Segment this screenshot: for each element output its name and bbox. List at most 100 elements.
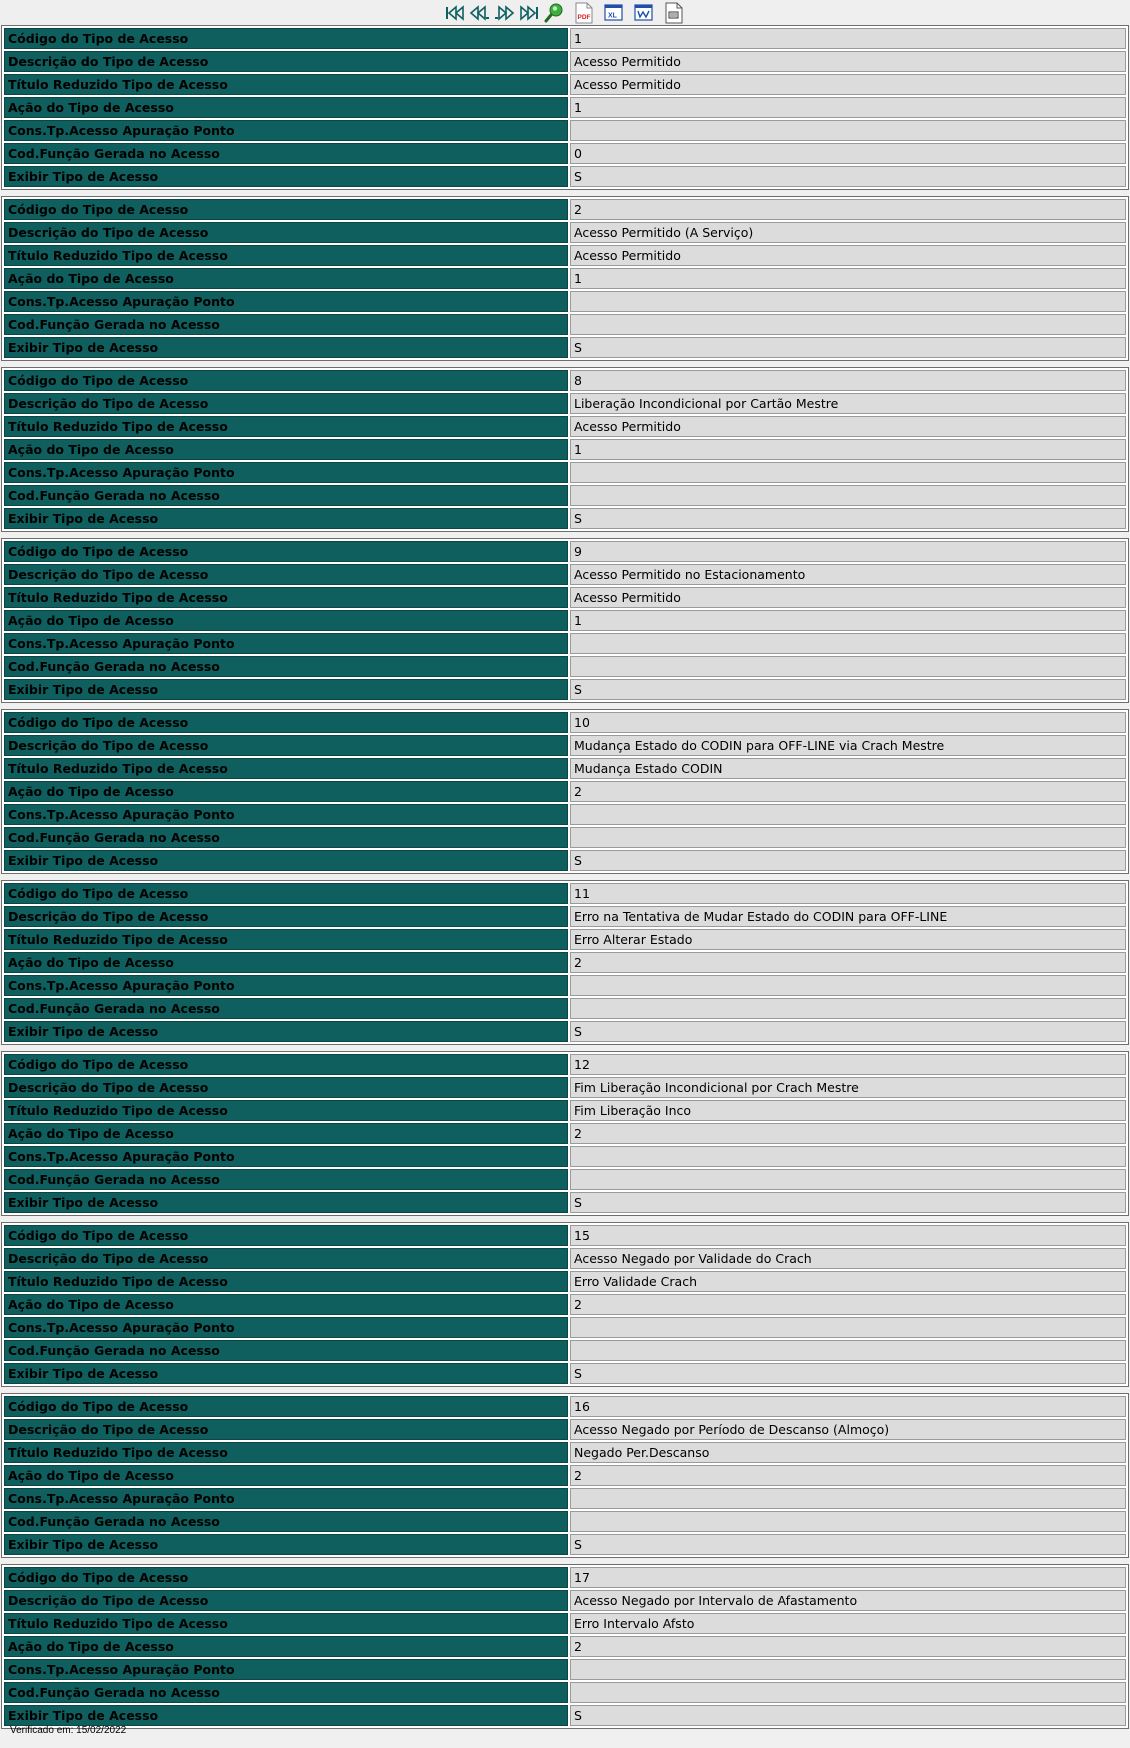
record-row-descricao: Descrição do Tipo de Acesso Fim Liberação…	[4, 1077, 1126, 1098]
print-button[interactable]	[663, 2, 685, 24]
record-row-cons: Cons.Tp.Acesso Apuração Ponto	[4, 120, 1126, 141]
record-table: Código do Tipo de Acesso 17 Descrição do T…	[1, 1564, 1129, 1729]
pdf-export-button[interactable]: PDF	[573, 2, 595, 24]
field-label: Descrição do Tipo de Acesso	[4, 735, 568, 756]
field-value: Fim Liberação Incondicional por Crach Me…	[570, 1077, 1126, 1098]
record-row-cod-funcao: Cod.Função Gerada no Acesso	[4, 1511, 1126, 1532]
record-row-descricao: Descrição do Tipo de Acesso Acesso Permit…	[4, 564, 1126, 585]
record-row-codigo: Código do Tipo de Acesso 2	[4, 199, 1126, 220]
field-value: Acesso Negado por Validade do Crach	[570, 1248, 1126, 1269]
field-value: 12	[570, 1054, 1126, 1075]
field-label: Código do Tipo de Acesso	[4, 370, 568, 391]
record-row-cons: Cons.Tp.Acesso Apuração Ponto	[4, 1317, 1126, 1338]
field-value: Acesso Permitido	[570, 587, 1126, 608]
field-label: Cons.Tp.Acesso Apuração Ponto	[4, 291, 568, 312]
record-row-titulo: Título Reduzido Tipo de Acesso Mudança Es…	[4, 758, 1126, 779]
field-label: Cod.Função Gerada no Acesso	[4, 998, 568, 1019]
record-row-acao: Ação do Tipo de Acesso 1	[4, 439, 1126, 460]
field-value: Acesso Permitido (A Serviço)	[570, 222, 1126, 243]
record-row-exibir: Exibir Tipo de Acesso S	[4, 1192, 1126, 1213]
record-row-cons: Cons.Tp.Acesso Apuração Ponto	[4, 1146, 1126, 1167]
field-label: Código do Tipo de Acesso	[4, 1567, 568, 1588]
field-value: Acesso Negado por Período de Descanso (A…	[570, 1419, 1126, 1440]
field-label: Descrição do Tipo de Acesso	[4, 1248, 568, 1269]
field-label: Exibir Tipo de Acesso	[4, 1705, 568, 1726]
field-label: Código do Tipo de Acesso	[4, 712, 568, 733]
field-value: 15	[570, 1225, 1126, 1246]
field-label: Cod.Função Gerada no Acesso	[4, 1340, 568, 1361]
previous-record-button[interactable]	[469, 4, 491, 22]
field-value	[570, 1488, 1126, 1509]
record-table: Código do Tipo de Acesso 2 Descrição do Ti…	[1, 196, 1129, 361]
field-label: Ação do Tipo de Acesso	[4, 439, 568, 460]
field-value: 1	[570, 28, 1126, 49]
record-row-titulo: Título Reduzido Tipo de Acesso Fim Libera…	[4, 1100, 1126, 1121]
excel-export-button[interactable]: XL	[603, 2, 625, 24]
field-value: Acesso Permitido	[570, 74, 1126, 95]
record-row-exibir: Exibir Tipo de Acesso S	[4, 337, 1126, 358]
field-value: S	[570, 508, 1126, 529]
record-row-titulo: Título Reduzido Tipo de Acesso Erro Alter…	[4, 929, 1126, 950]
field-label: Exibir Tipo de Acesso	[4, 1534, 568, 1555]
excel-export-icon: XL	[604, 4, 623, 21]
field-label: Código do Tipo de Acesso	[4, 1225, 568, 1246]
pdf-export-icon: PDF	[575, 2, 593, 24]
record-row-acao: Ação do Tipo de Acesso 2	[4, 952, 1126, 973]
last-record-button[interactable]	[517, 4, 539, 22]
record-row-titulo: Título Reduzido Tipo de Acesso Acesso Per…	[4, 74, 1126, 95]
field-label: Cod.Função Gerada no Acesso	[4, 1511, 568, 1532]
first-record-button[interactable]	[445, 4, 467, 22]
field-label: Código do Tipo de Acesso	[4, 28, 568, 49]
field-value: 1	[570, 97, 1126, 118]
field-value: Acesso Permitido no Estacionamento	[570, 564, 1126, 585]
record-row-exibir: Exibir Tipo de Acesso S	[4, 508, 1126, 529]
field-label: Código do Tipo de Acesso	[4, 199, 568, 220]
field-value: S	[570, 1534, 1126, 1555]
field-value	[570, 656, 1126, 677]
record-row-cod-funcao: Cod.Função Gerada no Acesso 0	[4, 143, 1126, 164]
field-value: Erro Alterar Estado	[570, 929, 1126, 950]
word-export-button[interactable]	[633, 2, 655, 24]
field-label: Ação do Tipo de Acesso	[4, 1294, 568, 1315]
field-label: Título Reduzido Tipo de Acesso	[4, 1442, 568, 1463]
field-value: S	[570, 850, 1126, 871]
record-row-codigo: Código do Tipo de Acesso 10	[4, 712, 1126, 733]
record-row-cons: Cons.Tp.Acesso Apuração Ponto	[4, 804, 1126, 825]
record-row-codigo: Código do Tipo de Acesso 1	[4, 28, 1126, 49]
record-row-cod-funcao: Cod.Função Gerada no Acesso	[4, 656, 1126, 677]
field-label: Ação do Tipo de Acesso	[4, 97, 568, 118]
record-row-descricao: Descrição do Tipo de Acesso Liberação Inc…	[4, 393, 1126, 414]
search-button[interactable]	[543, 2, 565, 24]
record-row-cons: Cons.Tp.Acesso Apuração Ponto	[4, 1659, 1126, 1680]
field-label: Ação do Tipo de Acesso	[4, 1123, 568, 1144]
record-row-titulo: Título Reduzido Tipo de Acesso Acesso Per…	[4, 416, 1126, 437]
field-value: Fim Liberação Inco	[570, 1100, 1126, 1121]
record-row-acao: Ação do Tipo de Acesso 2	[4, 1465, 1126, 1486]
svg-text:PDF: PDF	[578, 14, 591, 21]
field-value: 11	[570, 883, 1126, 904]
field-value	[570, 120, 1126, 141]
record-table: Código do Tipo de Acesso 9 Descrição do Ti…	[1, 538, 1129, 703]
field-value	[570, 975, 1126, 996]
record-row-exibir: Exibir Tipo de Acesso S	[4, 1705, 1126, 1726]
record-row-codigo: Código do Tipo de Acesso 15	[4, 1225, 1126, 1246]
field-value: 10	[570, 712, 1126, 733]
field-label: Cons.Tp.Acesso Apuração Ponto	[4, 1488, 568, 1509]
field-label: Ação do Tipo de Acesso	[4, 1636, 568, 1657]
record-row-cod-funcao: Cod.Função Gerada no Acesso	[4, 827, 1126, 848]
field-value: 2	[570, 1294, 1126, 1315]
record-row-cod-funcao: Cod.Função Gerada no Acesso	[4, 1682, 1126, 1703]
field-label: Título Reduzido Tipo de Acesso	[4, 245, 568, 266]
record-row-descricao: Descrição do Tipo de Acesso Mudança Estad…	[4, 735, 1126, 756]
field-label: Exibir Tipo de Acesso	[4, 508, 568, 529]
next-record-button[interactable]	[493, 4, 515, 22]
record-row-titulo: Título Reduzido Tipo de Acesso Negado Per…	[4, 1442, 1126, 1463]
field-label: Descrição do Tipo de Acesso	[4, 393, 568, 414]
field-label: Descrição do Tipo de Acesso	[4, 564, 568, 585]
field-value	[570, 1340, 1126, 1361]
svg-text:XL: XL	[608, 13, 618, 20]
field-label: Cons.Tp.Acesso Apuração Ponto	[4, 462, 568, 483]
field-value: 8	[570, 370, 1126, 391]
record-row-acao: Ação do Tipo de Acesso 1	[4, 610, 1126, 631]
field-value: 2	[570, 1123, 1126, 1144]
